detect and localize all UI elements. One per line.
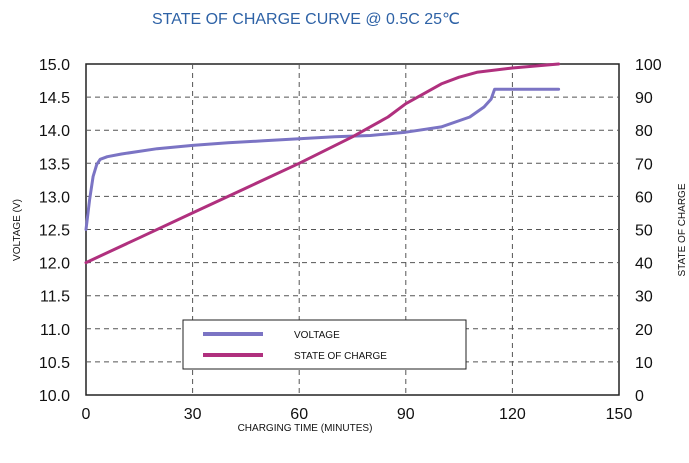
y-right-tick-label: 70 bbox=[635, 156, 653, 173]
x-tick-label: 120 bbox=[499, 406, 526, 423]
y-left-tick-label: 12.5 bbox=[39, 223, 70, 240]
y-right-tick-label: 0 bbox=[635, 388, 644, 405]
y-right-tick-label: 80 bbox=[635, 123, 653, 140]
legend-box bbox=[182, 319, 467, 370]
y-right-tick-label: 60 bbox=[635, 189, 653, 206]
y-left-tick-label: 14.5 bbox=[39, 90, 70, 107]
y-right-tick-label: 40 bbox=[635, 256, 653, 273]
y-right-tick-label: 90 bbox=[635, 90, 653, 107]
x-tick-label: 90 bbox=[397, 406, 415, 423]
y-right-tick-label: 50 bbox=[635, 223, 653, 240]
series-lines bbox=[84, 62, 561, 265]
legend: VOLTAGE STATE OF CHARGE bbox=[182, 319, 467, 370]
y-left-tick-label: 14.0 bbox=[39, 123, 70, 140]
y-left-tick-label: 10.5 bbox=[39, 355, 70, 372]
x-tick-label: 150 bbox=[606, 406, 633, 423]
x-tick-label: 30 bbox=[184, 406, 202, 423]
series-line-voltage bbox=[84, 87, 561, 231]
y-left-tick-label: 13.0 bbox=[39, 189, 70, 206]
y-right-tick-label: 100 bbox=[635, 57, 662, 74]
x-axis-label: CHARGING TIME (MINUTES) bbox=[238, 423, 373, 434]
y-left-tick-label: 15.0 bbox=[39, 57, 70, 74]
y-right-tick-label: 20 bbox=[635, 322, 653, 339]
y-left-tick-label: 13.5 bbox=[39, 156, 70, 173]
y-left-axis-label: VOLTAGE (V) bbox=[12, 199, 23, 261]
y-right-axis-label: STATE OF CHARGE bbox=[677, 183, 688, 276]
x-tick-label: 0 bbox=[82, 406, 91, 423]
chart-title: STATE OF CHARGE CURVE @ 0.5C 25℃ bbox=[152, 11, 460, 28]
y-right-tick-label: 10 bbox=[635, 355, 653, 372]
grid-lines bbox=[86, 64, 619, 395]
y-left-tick-labels: 10.0 10.5 11.0 11.5 12.0 12.5 13.0 13.5 14.0 14.5… bbox=[39, 57, 70, 405]
y-right-tick-labels: 0 10 20 30 40 50 60 70 80 90 100 bbox=[635, 57, 662, 405]
x-tick-labels: 0 30 60 90 120 150 bbox=[82, 406, 633, 423]
y-left-tick-label: 11.5 bbox=[40, 289, 70, 306]
x-tick-label: 60 bbox=[290, 406, 308, 423]
series-line-soc bbox=[84, 62, 561, 265]
legend-label-voltage: VOLTAGE bbox=[294, 330, 340, 341]
y-left-tick-label: 10.0 bbox=[39, 388, 70, 405]
y-left-tick-label: 11.0 bbox=[40, 322, 70, 339]
y-left-tick-label: 12.0 bbox=[39, 256, 70, 273]
y-right-tick-label: 30 bbox=[635, 289, 653, 306]
legend-label-soc: STATE OF CHARGE bbox=[294, 351, 387, 362]
